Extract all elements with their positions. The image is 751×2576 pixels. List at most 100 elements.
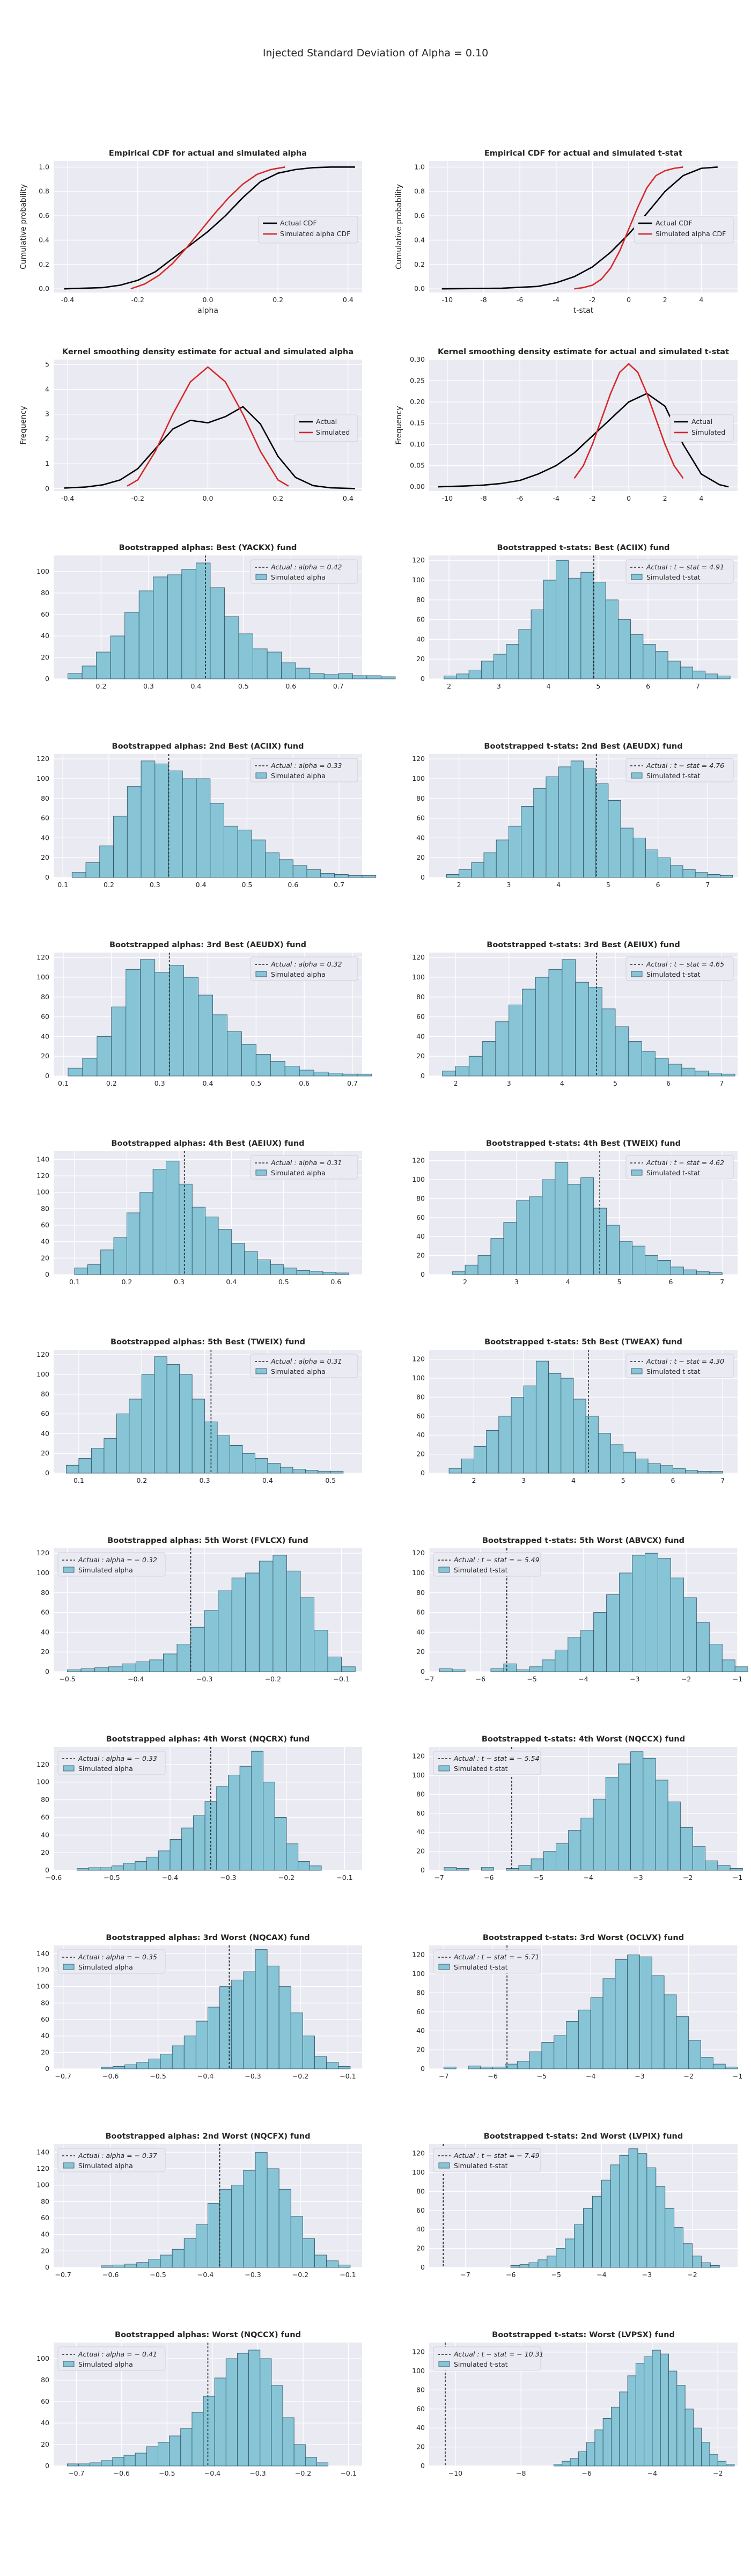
legend-label-1: Simulated alpha CDF bbox=[656, 230, 726, 238]
histogram-bar bbox=[192, 1206, 206, 1275]
y-tick-label: 80 bbox=[416, 596, 425, 604]
y-tick-label: 140 bbox=[36, 1155, 49, 1163]
histogram-bar bbox=[139, 1192, 153, 1275]
legend-swatch-hist bbox=[255, 1368, 267, 1374]
y-tick-label: 60 bbox=[416, 1213, 425, 1221]
legend-swatch-hist bbox=[63, 2361, 75, 2367]
histogram-bar bbox=[553, 2464, 563, 2467]
histogram-bar bbox=[619, 2155, 629, 2268]
histogram-bar bbox=[529, 1666, 543, 1672]
histogram-bar bbox=[135, 2453, 147, 2467]
y-tick-label: 0 bbox=[421, 2263, 425, 2271]
x-tick-label: 6 bbox=[668, 1278, 673, 1286]
legend-label-0: Actual CDF bbox=[280, 219, 317, 227]
panel-title: Bootstrapped alphas: 3rd Best (AEUDX) fu… bbox=[109, 941, 306, 949]
histogram-bar bbox=[628, 2148, 638, 2268]
y-tick-label: 140 bbox=[36, 2148, 49, 2156]
histogram-bar bbox=[136, 2062, 149, 2069]
chart-panel-15: −7 −6 −5 −4 −3 −2 −1 0 20 40 60 80 100 120 Bootstrappe… bbox=[412, 1536, 748, 1683]
y-tick-label: 0 bbox=[45, 1866, 49, 1874]
legend: Actual : t − stat = 4.65 Simulated t-stat bbox=[625, 956, 734, 981]
histogram-bar bbox=[82, 665, 97, 679]
histogram-bar bbox=[310, 1271, 323, 1275]
histogram-bar bbox=[68, 1067, 83, 1077]
y-tick-label: 0 bbox=[421, 1469, 425, 1477]
histogram-bar bbox=[721, 1073, 735, 1077]
x-tick-label: −0.2 bbox=[295, 2469, 311, 2477]
histogram-bar bbox=[348, 875, 363, 878]
panel-title: Bootstrapped t-stats: 3rd Best (AEIUX) f… bbox=[487, 941, 680, 949]
x-tick-label: 0.0 bbox=[203, 494, 213, 502]
legend-label-0: Actual bbox=[316, 418, 337, 426]
chart-panel-19: −7 −6 −5 −4 −3 −2 −1 0 20 40 60 80 100 120 Bootstrappe… bbox=[412, 1934, 742, 2080]
y-tick-label: 40 bbox=[41, 1628, 49, 1636]
histogram-bar bbox=[627, 2375, 636, 2467]
panel-title: Bootstrapped alphas: 4th Worst (NQCRX) f… bbox=[106, 1735, 310, 1744]
histogram-bar bbox=[153, 576, 168, 679]
histogram-bar bbox=[592, 2196, 602, 2268]
y-tick-label: 100 bbox=[36, 2181, 49, 2189]
histogram-bar bbox=[647, 1463, 661, 1474]
histogram-bar bbox=[554, 2035, 567, 2069]
y-tick-label: 80 bbox=[416, 2385, 425, 2394]
y-tick-label: 80 bbox=[416, 1589, 425, 1597]
x-tick-label: −4 bbox=[586, 2072, 595, 2080]
y-tick-label: 1.0 bbox=[414, 163, 425, 171]
x-tick-label: 3 bbox=[521, 1476, 526, 1484]
histogram-bar bbox=[76, 1868, 89, 1871]
histogram-bar bbox=[290, 2216, 303, 2268]
y-tick-label: 100 bbox=[36, 1188, 49, 1196]
histogram-bar bbox=[456, 1868, 469, 1871]
x-tick-label: 0.2 bbox=[136, 1476, 147, 1484]
histogram-bar bbox=[74, 1268, 88, 1275]
y-tick-label: 40 bbox=[416, 1628, 425, 1636]
x-axis-label: alpha bbox=[197, 306, 218, 315]
y-tick-label: 100 bbox=[36, 1778, 49, 1786]
histogram-bar bbox=[667, 661, 681, 679]
x-tick-label: -0.4 bbox=[61, 296, 74, 304]
legend: Actual : t − stat = − 5.49 Simulated t-st… bbox=[433, 1552, 541, 1577]
histogram-bar bbox=[586, 2442, 595, 2467]
y-tick-label: 60 bbox=[41, 2214, 49, 2222]
y-tick-label: 20 bbox=[416, 2046, 425, 2054]
histogram-bar bbox=[578, 2009, 591, 2069]
histogram-bar bbox=[632, 1246, 645, 1275]
histogram-bar bbox=[443, 2067, 457, 2069]
legend-label-actual: Actual : alpha = 0.42 bbox=[270, 563, 342, 571]
x-tick-label: −0.5 bbox=[159, 2469, 175, 2477]
histogram-bar bbox=[511, 1397, 524, 1474]
histogram-bar bbox=[628, 1041, 643, 1077]
panel-title: Bootstrapped alphas: 4th Best (AEIUX) fu… bbox=[111, 1139, 304, 1148]
legend-label-simulated: Simulated t-stat bbox=[646, 573, 701, 581]
chart-panel-9: 2 3 4 5 6 7 0 20 40 60 80 100 120 Bootstrapped t-stat… bbox=[412, 941, 738, 1087]
y-tick-label: 20 bbox=[41, 1052, 49, 1060]
y-axis-label: Frequency bbox=[395, 406, 403, 444]
legend-swatch-hist bbox=[438, 2162, 450, 2169]
histogram-bar bbox=[630, 634, 644, 679]
histogram-bar bbox=[672, 1468, 686, 1474]
y-tick-label: 100 bbox=[36, 1370, 49, 1378]
histogram-bar bbox=[635, 2363, 645, 2467]
histogram-bar bbox=[710, 2265, 720, 2268]
y-tick-label: 80 bbox=[416, 1988, 425, 1996]
histogram-bar bbox=[682, 869, 696, 878]
histogram-bar bbox=[267, 2168, 279, 2268]
histogram-bar bbox=[734, 1666, 748, 1672]
legend-label-simulated: Simulated alpha bbox=[78, 2360, 133, 2368]
histogram-bar bbox=[138, 590, 154, 679]
x-tick-label: −6 bbox=[488, 2072, 497, 2080]
histogram-bar bbox=[284, 1066, 300, 1077]
histogram-bar bbox=[720, 875, 733, 878]
x-tick-label: 0.2 bbox=[273, 296, 283, 304]
y-tick-label: 80 bbox=[41, 794, 49, 802]
chart-panel-10: 0.1 0.2 0.3 0.4 0.5 0.6 0 20 40 60 80 100 120 140 Boot… bbox=[36, 1139, 362, 1286]
histogram-bar bbox=[154, 972, 170, 1077]
histogram-bar bbox=[510, 2265, 520, 2268]
histogram-bar bbox=[658, 1260, 671, 1275]
x-tick-label: 5 bbox=[613, 1079, 617, 1087]
y-tick-label: 1.0 bbox=[39, 163, 49, 171]
y-tick-label: 40 bbox=[416, 2026, 425, 2035]
histogram-bar bbox=[668, 1064, 682, 1077]
histogram-bar bbox=[670, 1577, 684, 1672]
histogram-bar bbox=[503, 1222, 517, 1275]
